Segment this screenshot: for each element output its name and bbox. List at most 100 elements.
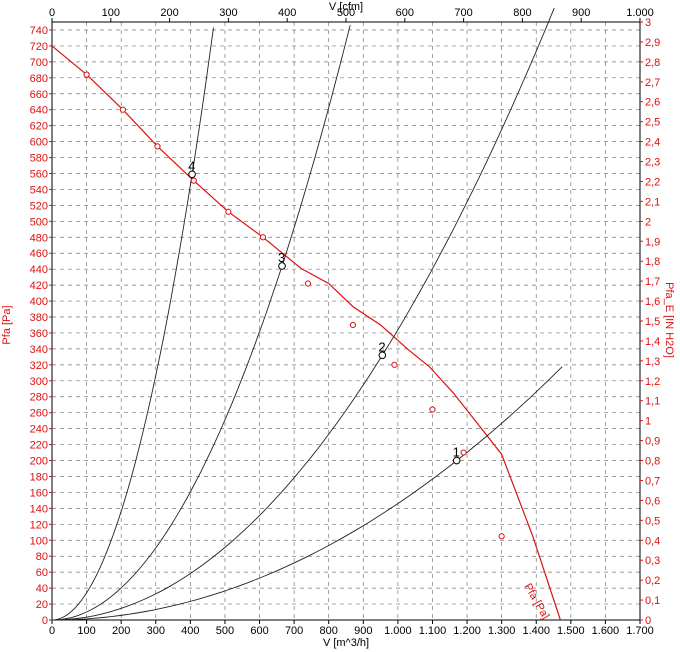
fan-curve-marker [154,143,161,150]
left-tick-label: 620 [30,121,48,133]
bottom-tick-label: 1.600 [592,625,620,637]
right-tick-label: 2,5 [645,117,660,129]
right-tick-label: 0,3 [645,555,660,567]
left-tick-label: 100 [30,535,48,547]
fan-curve-marker [225,208,232,215]
left-tick-label: 360 [30,328,48,340]
right-tick-label: 1,8 [645,256,660,268]
right-tick-label: 0,2 [645,575,660,587]
right-tick-label: 0,8 [645,456,660,468]
operating-point-label-3: 3 [278,250,285,265]
left-tick-label: 740 [30,25,48,37]
bottom-tick-label: 0 [49,625,55,637]
bottom-tick-label: 1.200 [453,625,481,637]
right-tick-label: 1,3 [645,356,660,368]
system-curve-2 [51,7,555,621]
bottom-tick-label: 100 [77,625,95,637]
fan-curve-marker [259,234,267,241]
right-tick-label: 2 [645,216,651,228]
left-tick-label: 280 [30,392,48,404]
left-tick-label: 200 [30,456,48,468]
right-tick-label: 1,7 [645,276,660,288]
fan-curve-marker [460,449,467,456]
top-tick-label: 100 [102,7,120,19]
left-tick-label: 420 [30,280,48,292]
right-tick-label: 2,8 [645,57,660,69]
left-tick-label: 640 [30,105,48,117]
fan-curve-marker [429,406,436,413]
system-curve-4 [51,27,214,621]
right-tick-label: 2,3 [645,157,660,169]
top-tick-label: 1.000 [626,7,654,19]
operating-point-1 [452,456,461,465]
curves [51,7,563,621]
operating-point-label-4: 4 [188,158,195,173]
fan-curve-marker [349,321,357,329]
bottom-axis-title: V [m^3/h] [323,637,369,649]
right-tick-label: 2,2 [645,176,660,188]
top-tick-label: 500 [337,7,355,19]
bottom-tick-label: 1.400 [522,625,550,637]
right-tick-label: 0,9 [645,436,660,448]
left-tick-label: 300 [30,376,48,388]
bottom-tick-label: 400 [181,625,199,637]
right-tick-label: 2,4 [645,137,660,149]
bottom-tick-label: 300 [147,625,165,637]
top-tick-label: 200 [160,7,178,19]
right-axis-title: Pfa_E [IN H2O] [663,282,675,358]
operating-point-label-2: 2 [378,339,385,354]
grid [51,21,641,621]
left-tick-label: 240 [30,424,48,436]
top-tick-label: 900 [572,7,590,19]
right-tick-label: 1 [645,416,651,428]
fan-curve-marker [119,106,127,113]
right-tick-label: 2,1 [645,196,660,208]
tick-labels: 0 100 200 300 400 500 600 700 800 900 1.000 1.100 1.… [30,7,661,637]
left-tick-label: 500 [30,216,48,228]
right-tick-label: 1,2 [645,376,660,388]
fan-curve-marker [391,361,398,368]
fan-curve-marker [83,71,90,78]
top-tick-label: 300 [219,7,237,19]
right-tick-label: 2,7 [645,77,660,89]
operating-point-3 [278,262,286,270]
left-tick-label: 480 [30,232,48,244]
top-tick-label: 600 [396,7,414,19]
left-tick-label: 440 [30,264,48,276]
bottom-tick-label: 700 [285,625,303,637]
left-tick-label: 140 [30,503,48,515]
bottom-tick-label: 800 [320,625,338,637]
system-curve-3 [51,25,351,621]
top-tick-label: 700 [454,7,472,19]
left-tick-label: 180 [30,471,48,483]
left-tick-label: 80 [36,551,48,563]
left-tick-label: 320 [30,360,48,372]
left-tick-label: 340 [30,344,48,356]
left-tick-label: 0 [42,615,48,627]
left-tick-label: 380 [30,312,48,324]
right-tick-label: 0,1 [645,595,660,607]
left-tick-label: 580 [30,153,48,165]
right-tick-label: 2,9 [645,37,660,49]
fan-curve-marker [304,280,312,287]
bottom-tick-label: 900 [354,625,372,637]
operating-point-2 [378,351,387,360]
operating-point-label-1: 1 [453,445,460,460]
left-tick-label: 680 [30,73,48,85]
operating-point-4 [188,170,196,179]
right-tick-label: 0,4 [645,535,660,547]
fan-curve-marker [190,177,197,184]
bottom-tick-label: 1.000 [384,625,412,637]
left-tick-label: 40 [36,583,48,595]
left-tick-label: 220 [30,440,48,452]
left-axis-title: Pfa [Pa] [1,305,13,344]
right-tick-label: 1,4 [645,336,660,348]
left-tick-label: 160 [30,487,48,499]
right-tick-label: 0,7 [645,475,660,487]
left-tick-label: 560 [30,168,48,180]
right-tick-label: 0,6 [645,495,660,507]
right-tick-label: 0 [645,615,651,627]
bottom-tick-label: 1.500 [557,625,585,637]
left-tick-label: 260 [30,408,48,420]
